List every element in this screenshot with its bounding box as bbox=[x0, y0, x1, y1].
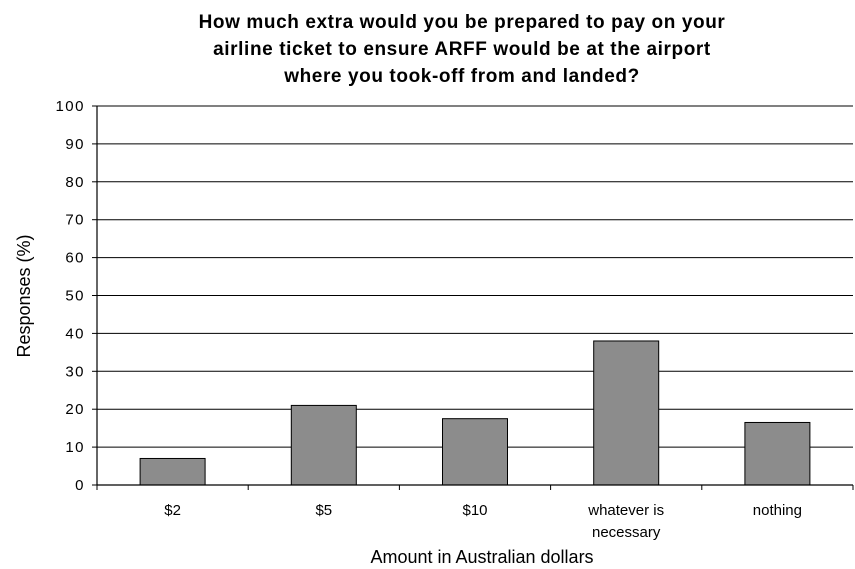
x-category-labels: $2 $5 $10 whatever is necessary nothing bbox=[164, 502, 802, 541]
y-tick-label: 10 bbox=[65, 439, 85, 456]
bar bbox=[442, 418, 508, 486]
y-tick-label: 100 bbox=[55, 98, 85, 115]
y-tick-label: 90 bbox=[65, 136, 85, 153]
y-tick-label: 50 bbox=[65, 288, 85, 305]
bar bbox=[139, 457, 206, 486]
gridlines bbox=[97, 105, 853, 448]
x-category-label: $5 bbox=[315, 502, 332, 519]
bar bbox=[744, 421, 811, 486]
x-category-label: necessary bbox=[592, 524, 661, 541]
x-category-label: $10 bbox=[462, 502, 487, 519]
bars bbox=[139, 340, 811, 486]
bar bbox=[290, 404, 357, 486]
x-axis-title: Amount in Australian dollars bbox=[370, 547, 593, 567]
axes bbox=[92, 105, 854, 490]
y-tick-label: 80 bbox=[65, 174, 85, 191]
bar bbox=[593, 340, 660, 486]
y-axis-title: Responses (%) bbox=[14, 234, 34, 357]
chart-title-line: How much extra would you be prepared to … bbox=[199, 12, 726, 33]
chart-title-line: airline ticket to ensure ARFF would be a… bbox=[213, 39, 711, 60]
chart-title: How much extra would you be prepared to … bbox=[199, 12, 726, 87]
x-category-label: $2 bbox=[164, 502, 181, 519]
x-category-label: whatever is bbox=[587, 502, 664, 519]
y-tick-label: 30 bbox=[65, 363, 85, 380]
x-category-label: nothing bbox=[753, 502, 802, 519]
chart-title-line: where you took-off from and landed? bbox=[283, 66, 640, 87]
y-tick-label: 20 bbox=[65, 401, 85, 418]
y-tick-label: 0 bbox=[75, 477, 85, 494]
y-tick-label: 40 bbox=[65, 325, 85, 342]
y-tick-labels: 0 10 20 30 40 50 60 70 80 90 100 bbox=[55, 98, 85, 494]
y-tick-label: 60 bbox=[65, 250, 85, 267]
y-tick-label: 70 bbox=[65, 212, 85, 229]
